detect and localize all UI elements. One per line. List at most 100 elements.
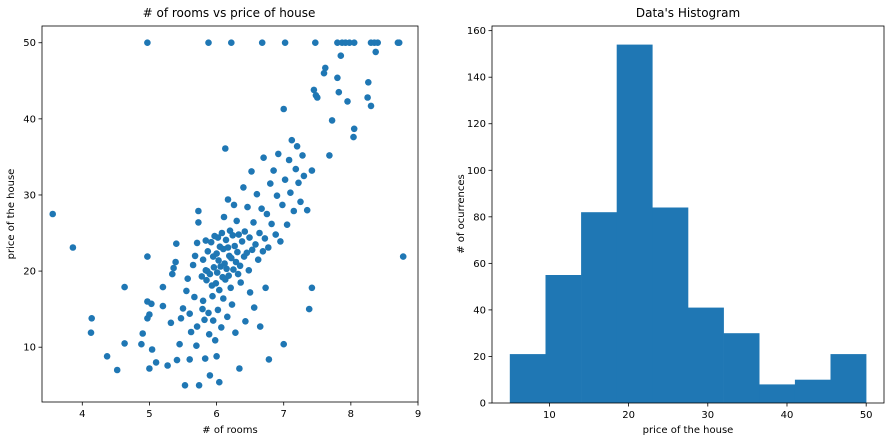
scatter-title: # of rooms vs price of house [143, 6, 316, 20]
scatter-point [263, 210, 271, 218]
histogram-bar [616, 44, 653, 403]
scatter-point [246, 234, 253, 241]
scatter-point [254, 256, 262, 264]
scatter-point [224, 244, 232, 251]
scatter-point [218, 229, 226, 237]
scatter-point [268, 220, 275, 228]
scatter-point [179, 305, 187, 312]
histogram-bar [830, 354, 867, 403]
scatter-x-tick-label: 6 [213, 409, 219, 420]
scatter-point [261, 235, 269, 242]
histogram-bars [509, 44, 867, 403]
scatter-point [187, 328, 195, 336]
scatter-point [293, 143, 301, 150]
scatter-point [367, 102, 375, 110]
scatter-point [144, 253, 151, 260]
histogram: Data's Histogram 10 20 30 40 50 0 20 40 60 80 100… [456, 6, 885, 436]
histogram-bar [545, 275, 582, 403]
scatter-point [193, 342, 200, 350]
scatter-point [275, 150, 282, 158]
scatter-point [186, 356, 193, 363]
scatter-point [244, 203, 251, 211]
scatter-point [202, 237, 210, 244]
scatter-point [103, 353, 111, 360]
scatter-point [230, 266, 237, 273]
histogram-y-tick-label: 100 [467, 166, 486, 177]
scatter-point [350, 39, 358, 46]
scatter-point [222, 145, 229, 152]
scatter-y-tick-label: 40 [23, 114, 36, 125]
scatter-point [265, 244, 272, 251]
scatter-point [206, 270, 214, 278]
scatter-point [237, 279, 244, 286]
scatter-point [212, 280, 220, 287]
scatter-point [228, 39, 235, 46]
histogram-x-tick-label: 40 [781, 410, 794, 421]
scatter-point [169, 270, 176, 278]
scatter-point [299, 152, 306, 159]
scatter-point [199, 256, 207, 264]
scatter-point [248, 246, 256, 254]
scatter-point [288, 136, 296, 144]
scatter-point [287, 189, 294, 196]
scatter-x-tick-label: 4 [79, 409, 85, 420]
scatter-point [148, 346, 156, 353]
scatter-point [69, 244, 77, 251]
scatter-point [195, 219, 202, 226]
scatter-point [213, 269, 221, 276]
scatter-point [334, 39, 341, 46]
scatter-point [146, 311, 153, 318]
scatter-y-label: price of the house [6, 169, 17, 260]
histogram-bar [581, 212, 617, 403]
histogram-bar [759, 384, 796, 403]
scatter-point [205, 331, 213, 338]
scatter-point [222, 236, 230, 244]
scatter-point [167, 319, 175, 327]
scatter-point [260, 154, 267, 161]
scatter-point [220, 295, 227, 302]
scatter-point [285, 156, 293, 164]
histogram-y-tick-label: 120 [467, 119, 486, 130]
histogram-y-label: # of ocurrences [456, 174, 467, 254]
scatter-point [207, 238, 215, 246]
scatter-point [199, 297, 207, 305]
scatter-point [215, 257, 222, 264]
scatter-y-tick-label: 50 [23, 38, 36, 49]
scatter-point [281, 39, 289, 46]
scatter-point [371, 39, 378, 46]
scatter-point [281, 176, 289, 183]
scatter-point [216, 286, 223, 294]
scatter-point [365, 79, 372, 86]
scatter-point [214, 234, 222, 241]
scatter-point [193, 323, 201, 330]
scatter-point [246, 289, 254, 296]
scatter-plot: # of rooms vs price of house 4 5 6 7 8 9 10 20… [6, 6, 421, 436]
scatter-point [184, 275, 191, 283]
scatter-point [344, 98, 351, 105]
histogram-x-ticks: 10 20 30 40 50 [543, 403, 873, 421]
scatter-point [256, 229, 263, 237]
scatter-point [203, 276, 210, 284]
scatter-y-tick-label: 20 [23, 267, 36, 278]
scatter-point [173, 356, 181, 364]
scatter-point [201, 316, 208, 324]
histogram-y-tick-label: 0 [480, 399, 486, 410]
scatter-point [270, 167, 277, 174]
scatter-point [312, 39, 319, 46]
scatter-point [234, 248, 241, 256]
scatter-point [216, 378, 223, 386]
scatter-point [326, 152, 333, 159]
scatter-point [113, 366, 121, 374]
scatter-point [211, 337, 219, 344]
scatter-point [183, 287, 190, 295]
scatter-point [250, 219, 257, 226]
scatter-point [280, 105, 288, 113]
scatter-point [223, 265, 230, 273]
histogram-bar [652, 207, 689, 403]
scatter-point [395, 39, 403, 46]
scatter-x-tick-label: 5 [146, 409, 152, 420]
scatter-point [228, 301, 236, 308]
scatter-y-tick-label: 30 [23, 190, 36, 201]
scatter-point [303, 206, 311, 214]
